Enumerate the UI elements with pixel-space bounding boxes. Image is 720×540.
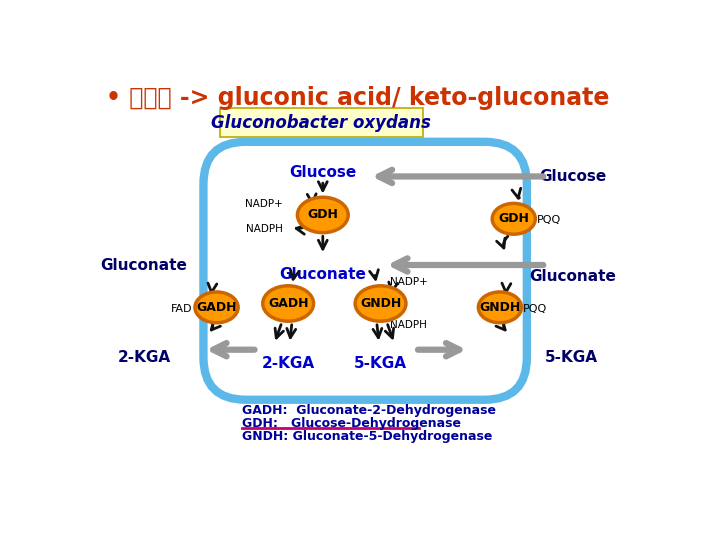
Text: FAD: FAD [171,304,192,314]
FancyBboxPatch shape [220,108,423,137]
Text: GDH:   Glucose-Dehydrogenase: GDH: Glucose-Dehydrogenase [242,417,461,430]
Text: PQQ: PQQ [523,304,547,314]
Text: Glucose: Glucose [289,165,356,180]
Text: NADPH: NADPH [246,224,283,234]
Text: GNDH: Gluconate-5-Dehydrogenase: GNDH: Gluconate-5-Dehydrogenase [242,430,492,443]
Ellipse shape [355,286,406,321]
Text: GADH: GADH [197,301,237,314]
Text: NADP+: NADP+ [390,276,428,287]
Ellipse shape [297,197,348,233]
Text: GDH: GDH [307,208,338,221]
Ellipse shape [478,292,521,323]
Text: 5-KGA: 5-KGA [545,350,598,364]
Text: NADPH: NADPH [390,320,427,330]
Text: GADH:  Gluconate-2-Dehydrogenase: GADH: Gluconate-2-Dehydrogenase [242,403,496,416]
Text: Gluconobacter oxydans: Gluconobacter oxydans [212,113,431,132]
Ellipse shape [195,292,238,323]
Ellipse shape [492,204,535,234]
Ellipse shape [263,286,314,321]
Text: GDH: GDH [498,212,529,225]
Text: 2-KGA: 2-KGA [261,356,315,371]
Text: NADP+: NADP+ [245,199,283,209]
Text: Gluconate: Gluconate [279,267,366,282]
Text: Gluconate: Gluconate [530,269,616,284]
Text: Gluconate: Gluconate [101,258,188,273]
Text: PQQ: PQQ [537,215,561,225]
Text: Glucose: Glucose [539,169,607,184]
Text: GNDH: GNDH [360,297,401,310]
Text: • 포도당 -> gluconic acid/ keto-gluconate: • 포도당 -> gluconic acid/ keto-gluconate [106,86,609,110]
Text: 5-KGA: 5-KGA [354,356,407,371]
Text: GADH: GADH [268,297,308,310]
Text: GNDH: GNDH [480,301,521,314]
Text: 2-KGA: 2-KGA [117,350,171,364]
